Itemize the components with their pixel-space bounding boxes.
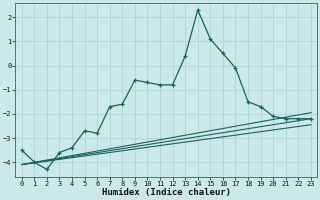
X-axis label: Humidex (Indice chaleur): Humidex (Indice chaleur) bbox=[102, 188, 231, 197]
